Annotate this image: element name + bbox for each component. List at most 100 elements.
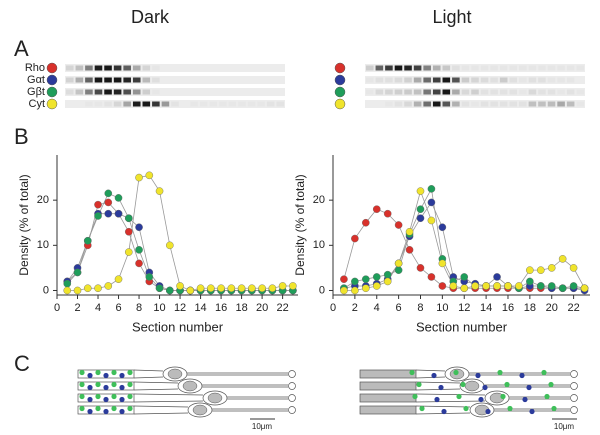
blot-band [75, 77, 84, 83]
data-point [278, 282, 287, 290]
protein-dot [438, 384, 444, 391]
blot-band [499, 89, 508, 95]
outer-segment [359, 369, 417, 379]
protein-dot [485, 408, 491, 415]
protein-dot [111, 369, 117, 376]
axon [202, 384, 288, 388]
blot-band [413, 65, 422, 71]
x-tick-label: 0 [330, 302, 336, 314]
x-tick-label: 16 [215, 302, 227, 314]
x-tick-label: 10 [436, 302, 448, 314]
data-point [83, 237, 92, 245]
blot-band [567, 66, 575, 71]
outer-segment [359, 381, 417, 391]
protein-dot [103, 408, 109, 415]
blot-band [142, 77, 151, 83]
x-tick-label: 8 [136, 302, 142, 314]
protein-dot [551, 405, 557, 412]
blot-band [576, 90, 584, 95]
data-point [372, 282, 381, 290]
blot-band [404, 89, 412, 95]
blot-band [229, 102, 237, 107]
protein-dot [127, 405, 133, 412]
legend-marker [46, 98, 58, 110]
blot-band [152, 66, 160, 71]
data-point [351, 277, 359, 286]
inner-segment [133, 393, 204, 403]
data-point [569, 282, 578, 290]
protein-dot [416, 381, 422, 388]
series-line [67, 174, 293, 291]
data-point [493, 273, 501, 281]
scale-bar-label: 10μm [554, 422, 575, 431]
blot-band [548, 78, 556, 83]
protein-dot [127, 381, 133, 388]
data-point [135, 223, 143, 232]
data-point [94, 200, 102, 209]
x-tick-label: 18 [235, 302, 247, 314]
blot-band [123, 65, 131, 71]
blot-band [538, 101, 546, 107]
protein-dot [119, 408, 125, 415]
blot-lane [65, 64, 285, 72]
blot-band [480, 101, 489, 107]
synapse [570, 406, 578, 414]
blot-band [557, 78, 565, 83]
blot-band [432, 101, 441, 107]
data-point [547, 264, 556, 272]
data-point [394, 221, 403, 229]
blot-band [366, 90, 374, 95]
protein-dot [111, 405, 117, 412]
x-tick-label: 2 [352, 302, 358, 314]
blot-band [132, 89, 141, 95]
blot-band [557, 66, 565, 71]
legend-marker [334, 98, 346, 110]
blot-band [94, 65, 103, 71]
synapse [288, 406, 296, 414]
inner-segment [133, 381, 179, 391]
blot-band [557, 90, 565, 95]
data-point [186, 286, 195, 295]
protein-dot [529, 408, 535, 415]
x-tick-label: 4 [374, 302, 380, 314]
blot-band [452, 89, 460, 95]
protein-dot [544, 393, 550, 400]
blot-band [113, 101, 122, 107]
data-point [94, 284, 102, 293]
synapse [288, 370, 296, 378]
y-tick-label: 10 [37, 239, 49, 251]
protein-dot [119, 372, 125, 379]
protein-dot [127, 369, 133, 376]
x-tick-label: 14 [480, 302, 492, 314]
protein-dot [95, 405, 101, 412]
blot-band [567, 78, 575, 83]
blot-band [481, 66, 489, 71]
data-point [248, 284, 256, 293]
x-tick-label: 20 [256, 302, 268, 314]
legend-marker [46, 62, 58, 74]
blot-band [528, 77, 537, 83]
blot-band [499, 101, 508, 107]
data-point [166, 286, 174, 295]
blot-band [104, 89, 112, 95]
blot-band [538, 77, 546, 83]
x-axis-label: Section number [416, 319, 508, 334]
data-point [94, 212, 102, 220]
x-tick-label: 0 [54, 302, 60, 314]
protein-dot [111, 393, 117, 400]
y-axis-label: Density (% of total) [17, 174, 31, 275]
blot-band [404, 101, 412, 107]
data-point [63, 279, 72, 288]
blot-band [161, 101, 170, 107]
inner-segment [415, 369, 446, 379]
x-axis-label: Section number [132, 319, 224, 334]
data-point [580, 284, 589, 293]
data-point [558, 255, 567, 263]
protein-dot [87, 384, 93, 391]
blot-band [432, 77, 441, 83]
data-point [145, 171, 154, 180]
data-point [63, 286, 72, 295]
protein-dot [412, 393, 418, 400]
blot-band [394, 77, 403, 83]
blot-band [394, 89, 403, 95]
